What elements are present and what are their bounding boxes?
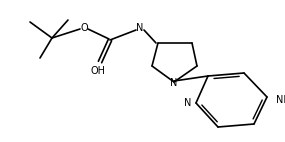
Text: N: N bbox=[184, 98, 191, 108]
Text: OH: OH bbox=[91, 66, 105, 76]
Text: N: N bbox=[170, 78, 178, 88]
Text: O: O bbox=[80, 23, 88, 33]
Text: N: N bbox=[136, 23, 144, 33]
Text: NH₂: NH₂ bbox=[276, 95, 285, 105]
